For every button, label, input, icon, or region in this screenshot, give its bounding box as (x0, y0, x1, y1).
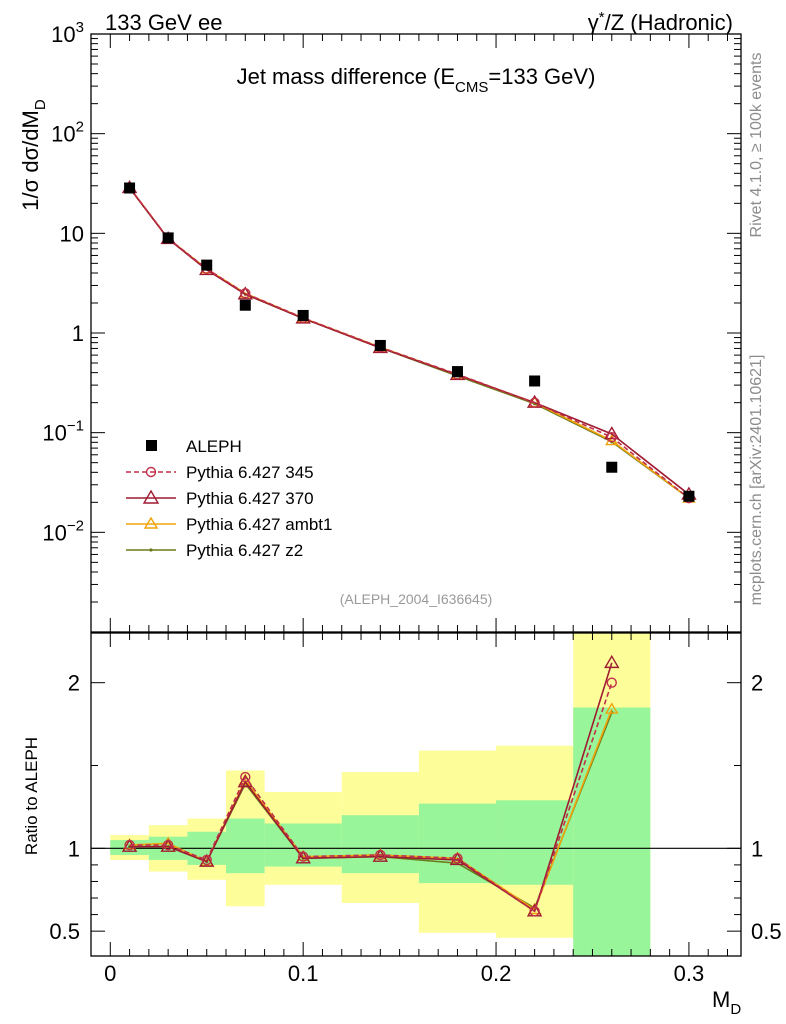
ratio-uncertainty-bands (110, 633, 651, 956)
x-axis-label-sub: D (730, 1001, 741, 1018)
y-tick-label: 102 (51, 119, 84, 147)
legend-label-z2: Pythia 6.427 z2 (186, 541, 303, 560)
ratio-y-tick-label: 0.5 (49, 919, 80, 944)
legend-marker-z2 (149, 548, 153, 552)
legend-marker-370 (142, 489, 160, 504)
y-tick-label: 10−2 (42, 517, 84, 545)
ratio-point-circle (162, 839, 174, 851)
aleph-data-point (239, 299, 251, 311)
y-axis-label-prefix: 1/σ dσ/dM (18, 110, 43, 211)
chart-title-main: Jet mass difference (E (237, 64, 455, 89)
series-layer (121, 179, 697, 917)
y-axis-label-top: 1/σ dσ/dMD (18, 99, 49, 211)
x-tick-label: 0.3 (674, 961, 705, 986)
aleph-data-point (374, 339, 386, 351)
x-axis-label: MD (712, 987, 741, 1018)
header-left: 133 GeV ee (105, 10, 222, 35)
ratio-point-circle (297, 851, 309, 862)
y-tick-label: 103 (51, 19, 84, 47)
green-band-6 (418, 803, 497, 884)
x-axis-label-prefix: M (712, 987, 730, 1012)
chart-title-sub: CMS (455, 79, 488, 96)
aleph-data-point (297, 309, 309, 321)
main-series-line (128, 187, 690, 499)
green-band-8 (573, 707, 651, 956)
y-axis-label-sub: D (32, 99, 49, 110)
aleph-data-point (201, 259, 213, 271)
x-tick-label: 0 (104, 961, 116, 986)
legend-label-345: Pythia 6.427 345 (186, 463, 314, 482)
ratio-point-circle (240, 771, 251, 783)
x-tick-label: 0.2 (481, 961, 512, 986)
ratio-y-tick-label-right: 2 (751, 671, 763, 696)
main-point-circle (240, 288, 251, 299)
legend-label-370: Pythia 6.427 370 (186, 489, 314, 508)
y-axis-label-ratio: Ratio to ALEPH (22, 737, 41, 855)
ratio-point-triangle (605, 702, 619, 714)
header-right-sup: * (599, 9, 605, 26)
legend-marker-aleph (146, 440, 157, 451)
rivet-version-label: Rivet 4.1.0, ≥ 100k events (748, 53, 765, 238)
ratio-point-triangle (199, 853, 215, 867)
green-band-7 (496, 800, 574, 885)
chart-title: Jet mass difference (ECMS=133 GeV) (237, 64, 596, 96)
ratio-series-line (129, 682, 613, 913)
green-band-3 (226, 818, 265, 874)
analysis-watermark: (ALEPH_2004_I636645) (340, 591, 493, 607)
ratio-point-triangle (372, 848, 389, 862)
header-right: γ*/Z (Hadronic) (588, 9, 733, 35)
ratio-point-circle (452, 853, 463, 864)
main-point-circle (606, 432, 617, 443)
ratio-series-line (129, 662, 613, 913)
aleph-data-point (606, 461, 618, 473)
aleph-data-point (529, 375, 541, 387)
main-point-triangle (237, 286, 254, 300)
legend-label-ambt1: Pythia 6.427 ambt1 (186, 515, 332, 534)
ratio-point-triangle (604, 654, 620, 669)
legend-marker-345 (145, 466, 157, 478)
main-panel-frame (90, 33, 742, 633)
legend-label-aleph: ALEPH (186, 437, 242, 456)
header-right-suffix: /Z (Hadronic) (605, 10, 733, 35)
aleph-data-point (124, 182, 136, 194)
ratio-point-circle (375, 849, 386, 861)
y-tick-label: 10 (60, 221, 84, 246)
ratio-y-tick-label-right: 0.5 (751, 919, 782, 944)
ratio-y-tick-label: 1 (68, 836, 80, 861)
ratio-point-circle (529, 906, 540, 917)
ratio-point-circle (124, 839, 135, 851)
green-band-5 (341, 815, 419, 874)
ratio-y-tick-label-right: 1 (751, 836, 763, 861)
aleph-data-point (683, 490, 695, 502)
aleph-data-point (451, 366, 463, 378)
main-point-circle (529, 397, 540, 408)
ratio-panel-frame (90, 632, 742, 957)
header-right-prefix: γ (588, 10, 599, 35)
y-tick-label: 10−1 (42, 418, 84, 446)
aleph-data-point (162, 232, 174, 244)
ratio-point-triangle (449, 852, 466, 866)
legend: ALEPH Pythia 6.427 345 Pythia 6.427 370 … (126, 437, 332, 560)
ratio-point-circle (606, 677, 617, 688)
y-tick-label: 1 (72, 321, 84, 346)
chart-title-end: =133 GeV) (488, 64, 595, 89)
mcplots-label: mcplots.cern.ch [arXiv:2401.10621] (748, 355, 765, 606)
ratio-point-circle (201, 854, 212, 866)
ratio-y-tick-label: 2 (68, 671, 80, 696)
main-point-triangle (604, 426, 620, 440)
x-tick-label: 0.1 (288, 961, 319, 986)
legend-marker-ambt1 (143, 516, 159, 529)
